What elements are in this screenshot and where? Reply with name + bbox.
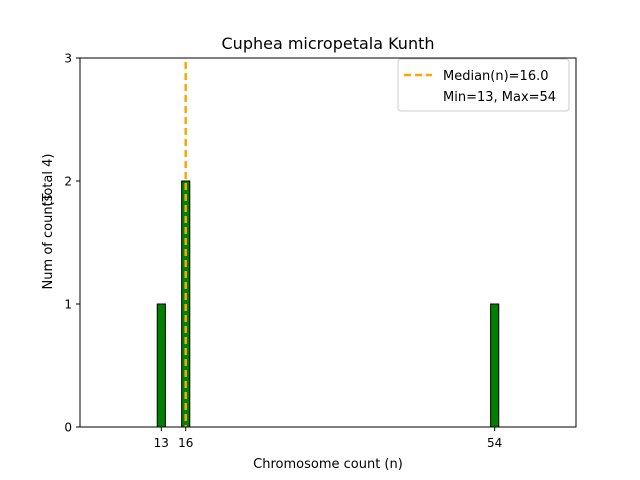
x-axis-label: Chromosome count (n) (253, 457, 403, 472)
plot-frame (79, 57, 577, 428)
y-tick-label-1: 1 (64, 298, 72, 312)
bar-54 (490, 303, 500, 428)
legend: Median(n)=16.0 Min=13, Max=54 (397, 58, 570, 112)
legend-entry-median: Median(n)=16.0 (443, 69, 549, 84)
plot-area (79, 57, 577, 428)
x-axis: 13 16 54 (154, 427, 502, 450)
x-tick-label-16: 16 (178, 436, 193, 450)
x-tick-label-54: 54 (487, 436, 502, 450)
legend-entry-min-max: Min=13, Max=54 (443, 90, 556, 105)
chart-title: Cuphea micropetala Kunth (222, 34, 435, 53)
y-tick-label-2: 2 (64, 175, 72, 189)
y-axis-total-note: (Total 4) (41, 154, 56, 207)
y-tick-label-0: 0 (64, 421, 72, 435)
y-axis: 0 1 2 3 (64, 52, 80, 435)
y-tick-label-3: 3 (64, 52, 72, 66)
x-tick-label-13: 13 (154, 436, 169, 450)
legend-box (397, 58, 570, 112)
bar-13 (156, 303, 166, 428)
y-axis-label: Num of counts (41, 194, 56, 289)
